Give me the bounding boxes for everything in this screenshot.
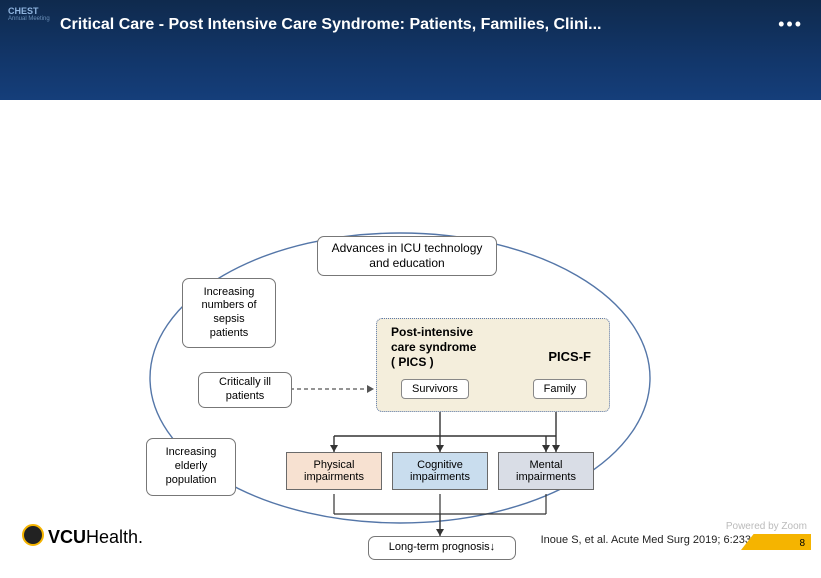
brand-rest: Health <box>86 527 138 547</box>
node-advances: Advances in ICU technology and education <box>317 236 497 276</box>
cognitive-impairments-box: Cognitive impairments <box>392 452 488 490</box>
family-text: Family <box>544 383 576 395</box>
chest-logo: CHEST Annual Meeting <box>8 6 50 22</box>
node-sepsis-text: Increasing numbers of sepsis patients <box>201 286 256 341</box>
mental-impairments-box: Mental impairments <box>498 452 594 490</box>
vcu-seal-icon <box>22 524 44 546</box>
citation-text: Inoue S, et al. Acute Med Surg 2019; 6:2… <box>541 534 773 546</box>
presentation-title: Critical Care - Post Intensive Care Synd… <box>60 16 602 34</box>
page-number-badge: 8 <box>741 532 811 550</box>
survivors-box: Survivors <box>401 379 469 399</box>
cognitive-text: Cognitive impairments <box>410 459 470 483</box>
family-box: Family <box>533 379 587 399</box>
page-number: 8 <box>799 538 805 549</box>
vcu-health-logo: VCUHealth. <box>22 524 143 548</box>
node-advances-text: Advances in ICU technology and education <box>332 241 483 271</box>
slide-footer: VCUHealth. Inoue S, et al. Acute Med Sur… <box>0 516 821 562</box>
physical-impairments-box: Physical impairments <box>286 452 382 490</box>
node-elderly: Increasing elderly population <box>146 438 236 496</box>
powered-by-zoom: Powered by Zoom <box>726 521 807 532</box>
brand-bold: VCU <box>48 527 86 547</box>
slide-area: Advances in ICU technology and education… <box>0 100 821 562</box>
logo-subtext: Annual Meeting <box>8 16 50 22</box>
brand-tm: . <box>138 527 143 547</box>
node-sepsis: Increasing numbers of sepsis patients <box>182 278 276 348</box>
pics-title-right: PICS-F <box>548 349 591 364</box>
meeting-header: CHEST Annual Meeting Critical Care - Pos… <box>0 0 821 100</box>
node-elderly-text: Increasing elderly population <box>166 446 217 487</box>
physical-text: Physical impairments <box>304 459 364 483</box>
logo-text: CHEST <box>8 6 39 16</box>
node-critically-ill: Critically ill patients <box>198 372 292 408</box>
pics-title-left: Post-intensive care syndrome ( PICS ) <box>391 325 476 370</box>
more-options-button[interactable]: ••• <box>778 14 803 35</box>
survivors-text: Survivors <box>412 383 458 395</box>
node-critically-text: Critically ill patients <box>219 376 271 404</box>
mental-text: Mental impairments <box>516 459 576 483</box>
pics-group-box: Post-intensive care syndrome ( PICS ) PI… <box>376 318 610 412</box>
